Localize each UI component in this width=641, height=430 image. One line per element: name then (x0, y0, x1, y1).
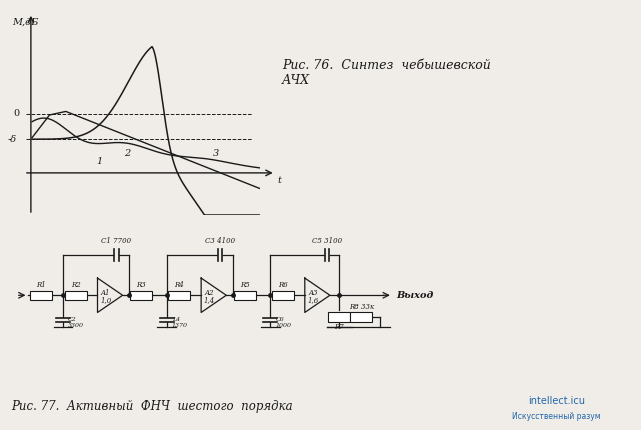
Bar (351, 313, 372, 322)
Text: Рис. 76.  Синтез  чебышевской
АЧХ: Рис. 76. Синтез чебышевской АЧХ (282, 59, 491, 87)
Bar (168, 291, 190, 300)
Text: C3 4100: C3 4100 (205, 237, 235, 245)
Text: A1: A1 (101, 289, 110, 297)
Text: R5: R5 (240, 281, 250, 289)
Text: t: t (278, 176, 282, 185)
Text: C2
3300: C2 3300 (68, 317, 84, 328)
Text: A3: A3 (308, 289, 318, 297)
Text: intellect.icu: intellect.icu (528, 396, 585, 405)
Text: 1,6: 1,6 (307, 296, 319, 304)
Text: 1: 1 (96, 157, 103, 166)
Text: C5 3100: C5 3100 (312, 237, 342, 245)
Bar (234, 291, 256, 300)
Text: Искусственный разум: Искусственный разум (512, 412, 601, 421)
Text: -δ: -δ (8, 135, 17, 144)
Text: 3: 3 (213, 149, 219, 158)
Text: 1,4: 1,4 (204, 296, 215, 304)
Bar (131, 291, 153, 300)
Text: 2: 2 (124, 149, 130, 158)
Text: Выход: Выход (396, 291, 433, 300)
Text: C6
1000: C6 1000 (275, 317, 291, 328)
Text: 0: 0 (13, 110, 19, 118)
Text: R8 33к: R8 33к (349, 303, 374, 311)
Bar (328, 313, 351, 322)
Text: 1,0: 1,0 (100, 296, 112, 304)
Text: C1 7700: C1 7700 (101, 237, 131, 245)
Text: R3: R3 (137, 281, 146, 289)
Text: R6: R6 (278, 281, 288, 289)
Text: R2: R2 (71, 281, 80, 289)
Bar (30, 291, 52, 300)
Text: М,дБ: М,дБ (12, 18, 38, 27)
Text: R1: R1 (36, 281, 46, 289)
Bar (272, 291, 294, 300)
Text: R4: R4 (174, 281, 184, 289)
Bar (65, 291, 87, 300)
Text: Рис. 77.  Активный  ФНЧ  шестого  порядка: Рис. 77. Активный ФНЧ шестого порядка (11, 400, 293, 413)
Text: A2: A2 (204, 289, 214, 297)
Text: L4
1370: L4 1370 (172, 317, 188, 328)
Text: R7: R7 (335, 323, 344, 332)
